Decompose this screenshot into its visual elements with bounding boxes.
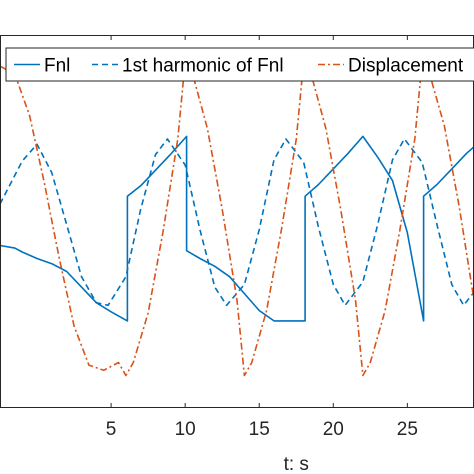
x-axis-label: t: s <box>284 454 309 474</box>
legend-entry-first-harmonic: 1st harmonic of Fnl <box>122 56 284 77</box>
legend-entry-displacement: Displacement <box>348 56 464 77</box>
legend: Fnl 1st harmonic of Fnl Displacement <box>5 47 474 82</box>
x-tick-label: 15 <box>249 419 270 440</box>
series-line-1st-harmonic-of-fnl <box>0 138 474 307</box>
x-tick-label: 5 <box>106 419 117 440</box>
series-line-displacement <box>0 60 474 377</box>
ticks-layer: 5 10 15 20 25 <box>106 35 418 440</box>
x-tick-label: 25 <box>397 419 418 440</box>
series-layer <box>0 60 474 377</box>
legend-entry-fnl: Fnl <box>44 56 70 77</box>
legend-box <box>5 47 474 82</box>
x-tick-label: 20 <box>323 419 344 440</box>
series-line-fnl <box>0 135 474 322</box>
x-tick-label: 10 <box>175 419 196 440</box>
